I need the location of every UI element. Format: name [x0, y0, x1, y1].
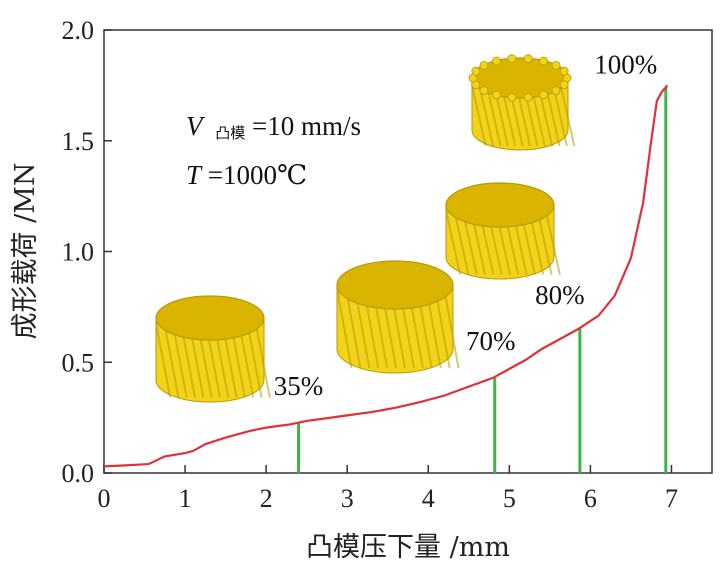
- y-axis-ticks: 0.0 0.5 1.0 1.5 2.0: [62, 16, 112, 488]
- y-tick-label-2: 1.0: [62, 238, 95, 267]
- x-tick-label-4: 4: [422, 484, 435, 513]
- gear-image-100: [468, 54, 576, 151]
- marker-label-80: 80%: [535, 280, 585, 310]
- gear-image-70: [336, 260, 460, 374]
- speed-annotation: V 凸模 =10 mm/s: [186, 111, 361, 144]
- x-axis-title: 凸模压下量 /mm: [306, 532, 510, 563]
- speed-value: =10 mm/s: [252, 111, 361, 141]
- speed-subscript: 凸模: [215, 125, 245, 142]
- stage-markers: 35% 70% 80% 100%: [274, 50, 668, 473]
- x-tick-label-2: 2: [260, 484, 273, 513]
- load-curve: [103, 84, 669, 468]
- temperature-annotation: T =1000℃: [186, 160, 307, 190]
- y-tick-label-1: 0.5: [62, 348, 95, 377]
- marker-label-35: 35%: [274, 371, 324, 401]
- x-tick-label-1: 1: [179, 484, 192, 513]
- marker-label-70: 70%: [466, 326, 516, 356]
- temperature-variable: T: [186, 160, 203, 190]
- y-axis-title: 成形载荷 /MN: [10, 163, 41, 340]
- gear-image-80: [445, 182, 561, 280]
- y-tick-label-4: 2.0: [62, 16, 95, 45]
- x-tick-label-6: 6: [584, 484, 597, 513]
- x-tick-label-7: 7: [665, 484, 678, 513]
- x-tick-label-5: 5: [503, 484, 516, 513]
- x-tick-label-3: 3: [341, 484, 354, 513]
- gear-image-35: [155, 295, 271, 403]
- temperature-value: =1000℃: [208, 160, 307, 190]
- y-tick-label-0: 0.0: [62, 459, 95, 488]
- x-axis-ticks: 0 1 2 3 4 5 6 7: [98, 465, 678, 513]
- x-tick-label-0: 0: [98, 484, 111, 513]
- marker-label-100: 100%: [594, 50, 657, 80]
- plot-frame: [103, 29, 713, 474]
- speed-variable: V: [186, 111, 206, 141]
- y-tick-label-3: 1.5: [62, 127, 95, 156]
